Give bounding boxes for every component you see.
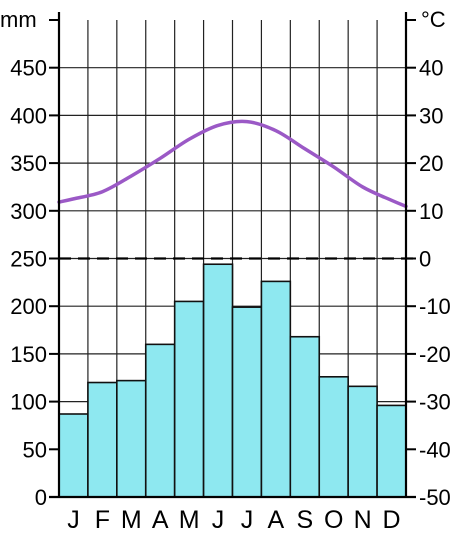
left-tick-label: 450: [10, 56, 47, 81]
month-label-F: F: [95, 506, 110, 534]
month-label-J: J: [67, 506, 80, 534]
right-tick-label: 20: [419, 151, 443, 176]
axes: [49, 12, 416, 499]
left-tick-label: 0: [35, 485, 47, 510]
precipitation-bar-J: [231, 306, 263, 498]
precipitation-bar-N: [347, 385, 378, 498]
precipitation-bar-F: [87, 381, 118, 498]
month-label-A: A: [152, 506, 169, 534]
left-tick-label: 400: [10, 103, 47, 128]
precipitation-bars: [58, 263, 407, 498]
precipitation-bar-A: [144, 343, 176, 498]
right-tick-label: 0: [419, 247, 431, 272]
month-label-M: M: [121, 506, 142, 534]
left-tick-label: 300: [10, 199, 47, 224]
precipitation-bar-A: [260, 280, 292, 498]
left-axis-ticks: 0 50 100 150 200 250 300 350 400 450: [10, 56, 59, 510]
right-tick-label: -50: [419, 485, 451, 510]
right-axis-unit: °C: [421, 7, 446, 32]
left-tick-label: 350: [10, 151, 47, 176]
month-label-S: S: [296, 506, 313, 534]
precipitation-bar-J: [58, 413, 89, 498]
left-tick-label: 250: [10, 247, 47, 272]
right-tick-label: -40: [419, 437, 451, 462]
temperature-line: [57, 119, 408, 209]
right-tick-label: 30: [419, 103, 443, 128]
right-tick-label: -30: [419, 390, 451, 415]
month-label-O: O: [324, 506, 343, 534]
precipitation-bar-S: [289, 335, 321, 498]
right-tick-label: 10: [419, 199, 443, 224]
left-axis-unit: mm: [0, 7, 37, 32]
month-label-J: J: [241, 506, 254, 534]
month-label-N: N: [354, 506, 372, 534]
month-label-J: J: [212, 506, 225, 534]
precipitation-bar-O: [318, 375, 349, 498]
right-tick-label: -20: [419, 342, 451, 367]
left-tick-label: 150: [10, 342, 47, 367]
month-label-D: D: [383, 506, 401, 534]
right-axis-ticks: -50 -40 -30 -20 -10 0 10 20 30 40: [406, 56, 451, 510]
left-tick-label: 200: [10, 294, 47, 319]
precipitation-bar-M: [173, 300, 205, 498]
right-tick-label: -10: [419, 294, 451, 319]
month-label-A: A: [268, 506, 285, 534]
precipitation-bar-D: [376, 404, 407, 498]
precipitation-bar-M: [116, 379, 147, 498]
month-label-M: M: [179, 506, 200, 534]
right-tick-label: 40: [419, 56, 443, 81]
left-tick-label: 100: [10, 390, 47, 415]
precipitation-bar-J: [202, 263, 234, 498]
left-tick-label: 50: [23, 437, 47, 462]
